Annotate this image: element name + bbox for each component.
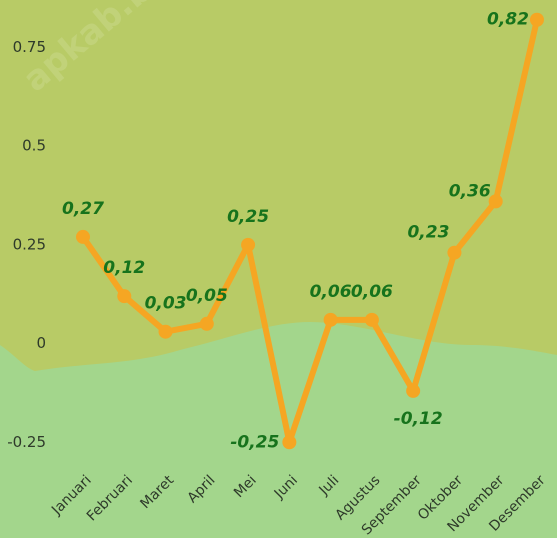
y-tick-label: 0.25: [13, 235, 46, 253]
data-point: [282, 435, 297, 450]
data-point: [158, 324, 173, 339]
data-label: 0,36: [449, 181, 491, 201]
data-point: [323, 312, 338, 327]
data-label: 0,05: [186, 286, 228, 306]
data-point: [241, 237, 256, 252]
data-label: 0,12: [103, 258, 145, 278]
data-point: [364, 312, 379, 327]
data-label: 0,06: [351, 282, 393, 302]
y-tick-label: 0: [36, 334, 46, 352]
data-label: 0,03: [145, 294, 187, 314]
data-point: [117, 289, 132, 304]
data-label: 0,23: [407, 223, 449, 243]
data-label: 0,82: [487, 10, 529, 30]
y-tick-label: 0.75: [13, 38, 46, 56]
series-line: [80, 19, 540, 446]
data-point: [199, 316, 214, 331]
data-point: [488, 194, 503, 209]
data-point: [76, 229, 90, 244]
data-point: [529, 12, 544, 27]
data-label: 0,06: [310, 282, 352, 302]
data-label: 0,25: [227, 207, 269, 227]
data-label: -0,25: [230, 432, 279, 452]
y-tick-label: 0.5: [22, 137, 46, 155]
data-label: 0,27: [62, 199, 104, 219]
data-point: [406, 383, 421, 398]
data-label: -0,12: [394, 409, 443, 429]
y-tick-label: -0.25: [7, 433, 46, 451]
data-point: [447, 245, 462, 260]
